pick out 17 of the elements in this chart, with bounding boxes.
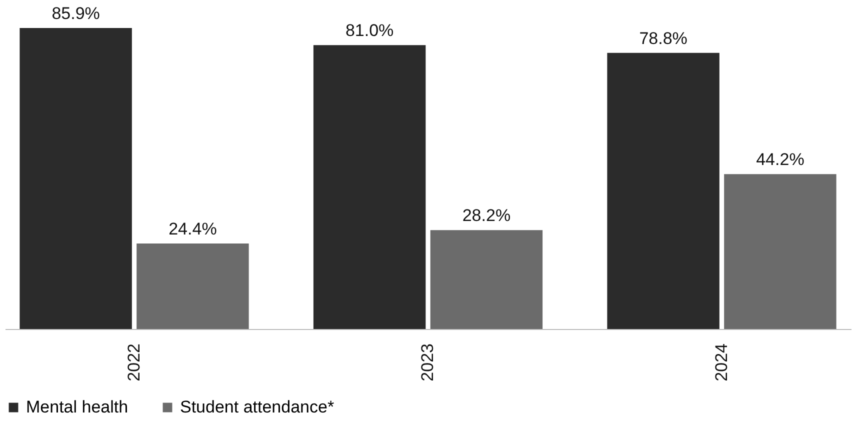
bar [20,28,132,329]
data-label: 28.2% [462,206,511,226]
x-tick-label: 2022 [124,344,144,382]
legend-label: Mental health [26,398,128,417]
x-tick-label: 2023 [418,344,437,382]
x-tick-label: 2024 [712,344,731,382]
data-label: 81.0% [345,21,394,40]
bar [607,52,720,329]
legend-label: Student attendance* [180,398,334,417]
data-label: 78.8% [639,28,688,48]
bar [724,174,836,329]
bar [313,45,426,329]
data-label: 85.9% [52,4,100,23]
data-label: 44.2% [756,150,804,170]
bar [136,244,249,329]
bar [430,230,543,329]
data-label: 24.4% [168,220,217,238]
